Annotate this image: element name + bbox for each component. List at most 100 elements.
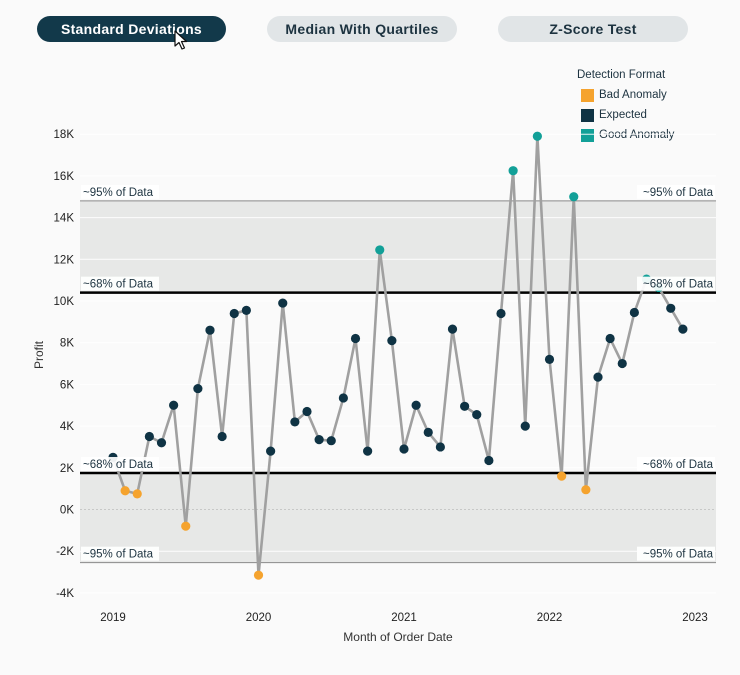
series-segment (342, 337, 357, 400)
legend-label-good: Good Anomaly (599, 129, 675, 141)
data-point-expected (205, 325, 215, 335)
data-point-expected (593, 372, 603, 382)
series-segment (475, 413, 491, 462)
data-point-expected (447, 324, 458, 334)
data-point-expected (241, 305, 251, 315)
series-segment (572, 195, 588, 491)
y-tick-label: 14K (54, 213, 75, 225)
series-segment (245, 309, 260, 577)
data-point-expected (363, 446, 373, 456)
legend-label-expected: Expected (599, 109, 647, 121)
y-tick-label: 2K (60, 463, 74, 475)
data-point-expected (302, 406, 312, 417)
data-point-bad (181, 521, 191, 531)
profit-series (111, 134, 685, 577)
data-point-bad (557, 471, 567, 481)
data-point-bad (120, 486, 130, 496)
y-tick-label: -4K (56, 588, 74, 600)
data-point-good (569, 192, 579, 202)
y-axis-title: Profit (32, 340, 46, 369)
series-segment (378, 248, 394, 342)
reference-label-bg (81, 184, 159, 199)
reference-label-bg (637, 546, 715, 561)
reference-label: ~95% of Data (643, 549, 714, 561)
series-segment (305, 410, 321, 441)
band-upper (80, 200, 716, 293)
tab-z-score-test[interactable]: Z-Score Test (498, 16, 688, 42)
tab-median-with-quartiles[interactable]: Median With Quartiles (267, 16, 457, 42)
series-segment (390, 339, 406, 451)
data-point-bad (132, 489, 142, 499)
y-axis: -4K -2K 0K 2K 4K 6K 8K 10K 12K 14K 16K 18K (54, 129, 75, 600)
series-segment (608, 337, 624, 365)
data-point-expected (387, 336, 397, 346)
legend-item-bad-anomaly[interactable]: Bad Anomaly (577, 85, 674, 105)
series-segment (536, 134, 551, 361)
series-segment (208, 328, 224, 438)
series-segment (196, 328, 212, 390)
x-axis-title: Month of Order Date (343, 630, 453, 644)
y-tick-label: 0K (60, 505, 74, 517)
series-segment (366, 248, 382, 453)
data-point-expected (678, 324, 688, 334)
y-tick-label: 12K (54, 254, 75, 266)
reference-label: ~68% of Data (643, 279, 714, 291)
mouse-cursor-icon (174, 30, 188, 50)
data-point-expected (460, 401, 470, 411)
series-segment (548, 358, 563, 478)
y-tick-label: 4K (60, 421, 74, 433)
reference-label: ~95% of Data (83, 549, 154, 561)
y-tick-label: -2K (56, 546, 74, 558)
data-point-expected (278, 298, 288, 308)
data-point-good (375, 245, 385, 255)
legend-label-bad: Bad Anomaly (599, 89, 667, 101)
series-segment (487, 312, 503, 462)
series-segment (172, 403, 188, 528)
data-point-expected (399, 444, 409, 454)
data-point-expected (423, 427, 433, 437)
data-point-expected (338, 393, 348, 403)
x-tick-label: 2020 (246, 612, 272, 624)
data-point-expected (217, 431, 227, 442)
series-segment (220, 312, 236, 438)
series-segment (560, 195, 576, 478)
reference-label-bg (81, 457, 159, 472)
data-point-expected (193, 383, 203, 394)
data-point-expected (666, 303, 676, 313)
series-segment (257, 449, 272, 577)
legend-item-good-anomaly[interactable]: Good Anomaly (577, 125, 674, 145)
reference-label-bg (637, 184, 715, 199)
data-point-expected (229, 308, 239, 319)
x-axis: 2019 2020 2021 2022 2023 (100, 612, 708, 624)
data-point-expected (350, 333, 361, 344)
data-point-expected (520, 421, 530, 431)
y-tick-label: 6K (60, 379, 74, 391)
x-tick-label: 2021 (391, 612, 417, 624)
data-point-expected (629, 307, 639, 318)
series-segment (329, 396, 345, 442)
series-segment (511, 169, 527, 428)
data-point-expected (496, 308, 506, 319)
data-point-expected (144, 431, 154, 442)
series-segment (523, 134, 539, 428)
data-point-expected (314, 435, 324, 445)
legend-title: Detection Format (577, 69, 666, 81)
series-segment (439, 327, 454, 449)
series-segment (160, 403, 175, 445)
series-segment (281, 301, 297, 424)
reference-label-bg (637, 457, 715, 472)
data-point-expected (484, 455, 494, 466)
reference-label: ~68% of Data (83, 279, 154, 291)
tab-standard-deviations[interactable]: Standard Deviations (37, 16, 226, 42)
y-tick-label: 16K (54, 171, 75, 183)
y-tick-label: 10K (54, 296, 75, 308)
data-point-expected (411, 400, 421, 410)
reference-label: ~95% of Data (83, 187, 154, 199)
data-point-expected (617, 358, 627, 369)
x-tick-label: 2022 (537, 612, 563, 624)
legend-item-expected[interactable]: Expected (577, 105, 674, 125)
series-segment (184, 387, 200, 528)
legend: Detection Format Bad Anomaly Expected Go… (577, 69, 674, 145)
y-tick-label: 18K (54, 129, 75, 141)
